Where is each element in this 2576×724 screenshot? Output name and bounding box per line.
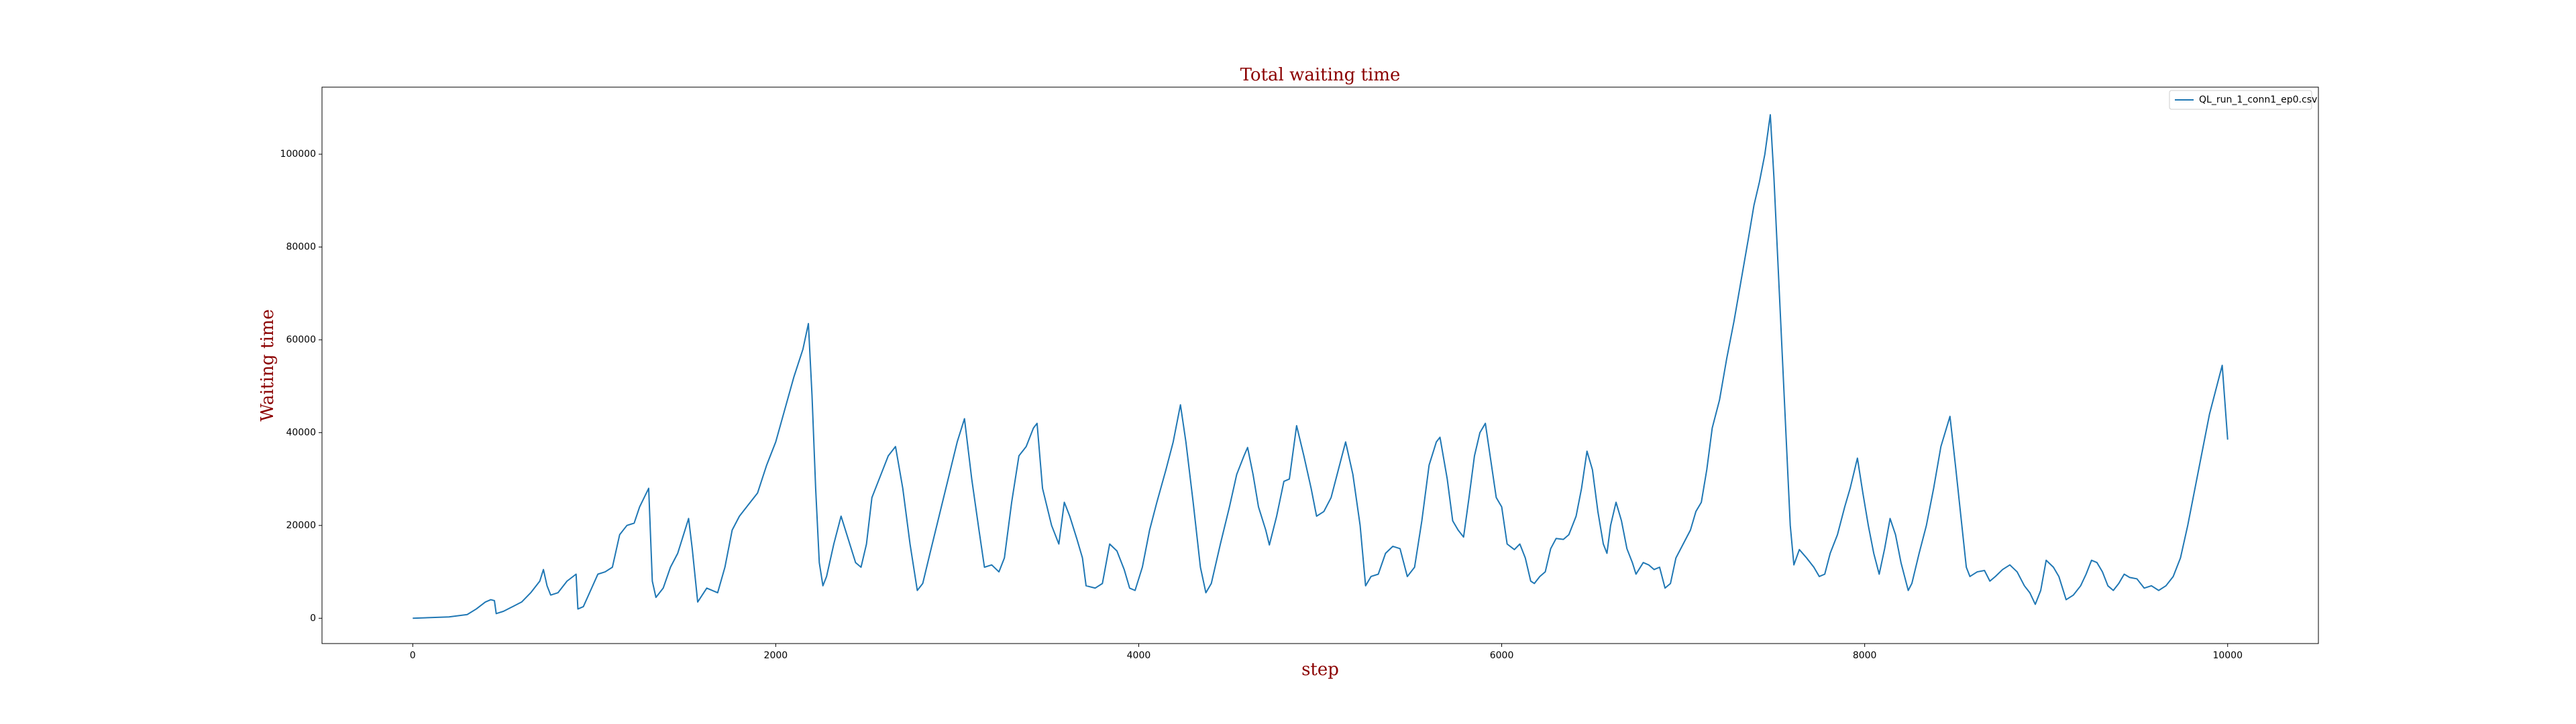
legend-label: QL_run_1_conn1_ep0.csv — [2199, 95, 2317, 105]
y-axis-label: Waiting time — [258, 309, 278, 422]
x-tick-label: 0 — [410, 650, 416, 661]
x-axis-label: step — [1301, 660, 1339, 680]
y-tick-label: 20000 — [286, 520, 316, 531]
x-tick-label: 6000 — [1490, 650, 1514, 661]
y-tick-label: 100000 — [280, 149, 316, 160]
legend-box — [2169, 90, 2312, 110]
chart-title: Total waiting time — [1240, 65, 1401, 85]
x-tick-label: 8000 — [1853, 650, 1877, 661]
y-tick-label: 40000 — [286, 427, 316, 438]
x-tick-label: 10000 — [2212, 650, 2243, 661]
x-tick-label: 2000 — [764, 650, 788, 661]
y-tick-label: 0 — [310, 613, 316, 623]
y-tick-label: 60000 — [286, 335, 316, 345]
plot-frame — [321, 86, 2319, 644]
x-tick-label: 4000 — [1127, 650, 1151, 661]
data-line — [413, 114, 2229, 619]
y-tick-label: 80000 — [286, 241, 316, 252]
